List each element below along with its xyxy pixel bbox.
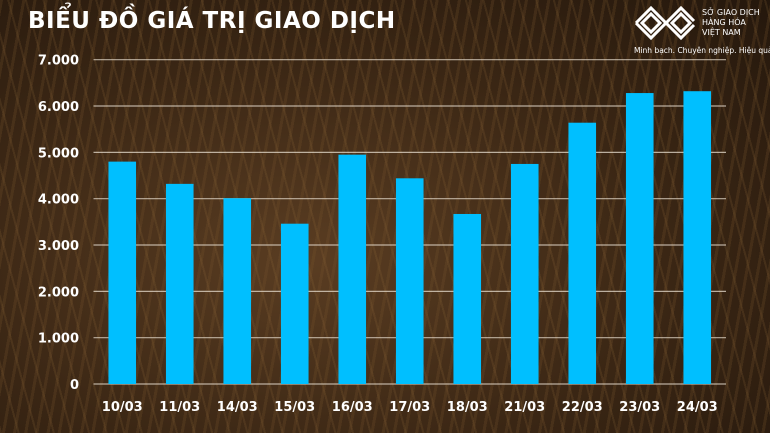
logo-line-1: SỞ GIAO DỊCH [702,8,760,17]
x-tick-label: 23/03 [619,400,660,415]
y-tick-label: 4.000 [38,193,79,208]
chart-title: BIỂU ĐỒ GIÁ TRỊ GIAO DỊCH [28,8,396,34]
x-tick-label: 18/03 [447,400,488,415]
bar-11/03 [165,183,194,384]
bar-16/03 [338,154,367,384]
y-tick-label: 6.000 [38,100,79,115]
logo-line-3: VIỆT NAM [702,28,741,37]
logo-mark-icon [634,5,696,41]
y-tick-label: 3.000 [38,239,79,254]
x-tick-label: 17/03 [389,400,430,415]
x-tick-label: 24/03 [677,400,718,415]
logo-line-2: HÀNG HÓA [702,18,746,27]
bar-22/03 [568,122,597,385]
x-tick-label: 10/03 [102,400,143,415]
y-tick-label: 5.000 [38,146,79,161]
bar-24/03 [683,91,712,384]
y-tick-label: 7.000 [38,54,79,69]
x-tick-label: 21/03 [504,400,545,415]
x-tick-label: 14/03 [217,400,258,415]
y-tick-label: 2.000 [38,285,79,300]
logo: SỞ GIAO DỊCH HÀNG HÓA VIỆT NAM Minh bạch… [634,4,770,58]
x-tick-label: 11/03 [159,400,200,415]
bar-23/03 [625,93,654,384]
bar-21/03 [510,163,539,384]
y-tick-label: 0 [70,378,79,393]
x-tick-label: 16/03 [332,400,373,415]
bar-18/03 [453,213,482,384]
x-tick-label: 22/03 [562,400,603,415]
logo-slogan: Minh bạch. Chuyên nghiệp. Hiệu quả [634,46,770,55]
logo-name: SỞ GIAO DỊCH HÀNG HÓA VIỆT NAM [702,8,760,38]
bar-17/03 [395,178,424,384]
x-tick-label: 15/03 [274,400,315,415]
bar-14/03 [223,198,252,384]
bar-15/03 [280,223,309,384]
bar-10/03 [108,161,137,384]
y-tick-label: 1.000 [38,332,79,347]
